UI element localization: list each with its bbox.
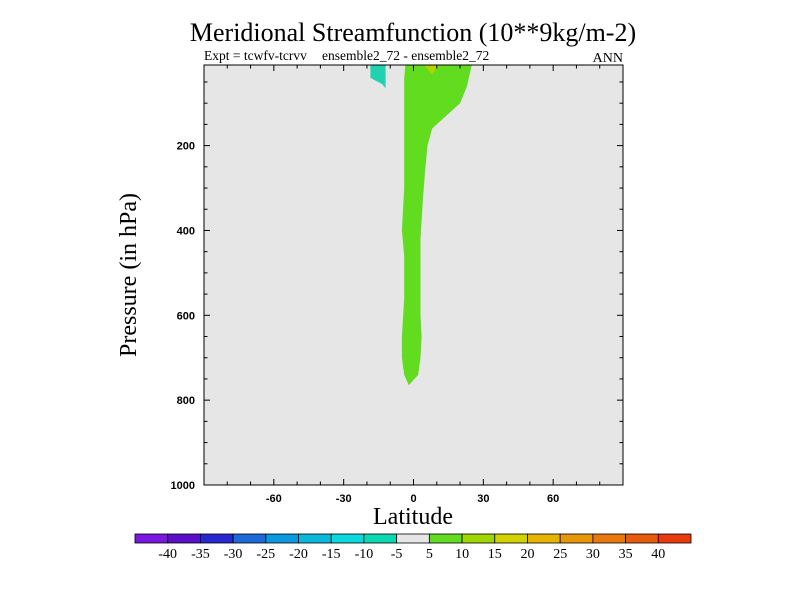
colorbar-label: -30: [224, 547, 243, 562]
colorbar-label: -20: [289, 547, 308, 562]
colorbar-label: -25: [256, 547, 275, 562]
chart-title: Meridional Streamfunction (10**9kg/m-2): [190, 18, 636, 47]
chart-subtitle-center: ensemble2_72 - ensemble2_72: [322, 48, 489, 63]
colorbar-label: -5: [391, 547, 403, 562]
contour-region-positive-5-10: [401, 65, 472, 386]
colorbar-labels: -40 -35 -30 -25 -20 -15 -10 -5 5 10 15 20 25 30 35 40: [158, 547, 665, 562]
colorbar-swatch: [494, 533, 528, 544]
colorbar-swatch: [559, 533, 594, 544]
colorbar-label: 25: [553, 547, 567, 562]
colorbar-label: -15: [322, 547, 341, 562]
x-tick-labels: -60 -30 0 30 60: [266, 493, 559, 505]
x-tick-label: -60: [266, 493, 282, 505]
colorbar-label: -10: [355, 547, 374, 562]
colorbar-label: 20: [521, 547, 535, 562]
colorbar-swatch: [592, 533, 626, 544]
chart-subtitle-right: ANN: [593, 51, 623, 66]
colorbar-swatch: [396, 533, 430, 544]
y-tick-labels: 200 400 600 800 1000: [171, 141, 195, 492]
colorbar-label: 35: [619, 547, 633, 562]
contour-regions: [370, 65, 472, 386]
colorbar-swatch: [428, 533, 463, 544]
colorbar-swatch: [134, 533, 169, 544]
x-tick-label: 30: [477, 493, 489, 505]
colorbar-label: 30: [586, 547, 600, 562]
y-tick-label: 400: [177, 225, 195, 237]
colorbar-label: -40: [158, 547, 177, 562]
colorbar-label: -35: [191, 547, 210, 562]
colorbar-swatch: [265, 533, 299, 544]
colorbar-swatch: [167, 533, 201, 544]
chart-subtitle-left: Expt = tcwfv-tcrvv: [204, 48, 307, 63]
y-axis-label: Pressure (in hPa): [116, 193, 142, 357]
colorbar-swatch: [363, 533, 398, 544]
x-axis-label: Latitude: [373, 504, 453, 530]
colorbar-swatch: [461, 533, 496, 544]
axis-ticks: [204, 65, 623, 485]
contour-region-negative-10-5: [370, 65, 386, 89]
colorbar-swatch: [527, 533, 561, 544]
x-tick-label: 0: [410, 493, 416, 505]
x-tick-label: -30: [336, 493, 352, 505]
colorbar-swatch: [625, 533, 659, 544]
colorbar-label: 40: [651, 547, 665, 562]
y-tick-label: 1000: [171, 480, 195, 492]
y-tick-label: 600: [177, 310, 195, 322]
colorbar-label: 15: [488, 547, 502, 562]
y-tick-label: 800: [177, 395, 195, 407]
colorbar-swatch: [657, 533, 692, 544]
colorbar-swatch: [232, 533, 267, 544]
y-tick-label: 200: [177, 141, 195, 153]
colorbar-label: 10: [455, 547, 469, 562]
x-tick-label: 60: [547, 493, 559, 505]
colorbar-label: 5: [426, 547, 433, 562]
colorbar: [134, 533, 692, 544]
colorbar-swatch: [330, 533, 365, 544]
contour-region-positive-15-20: [424, 65, 440, 75]
colorbar-swatch: [200, 533, 234, 544]
colorbar-swatch: [298, 533, 332, 544]
